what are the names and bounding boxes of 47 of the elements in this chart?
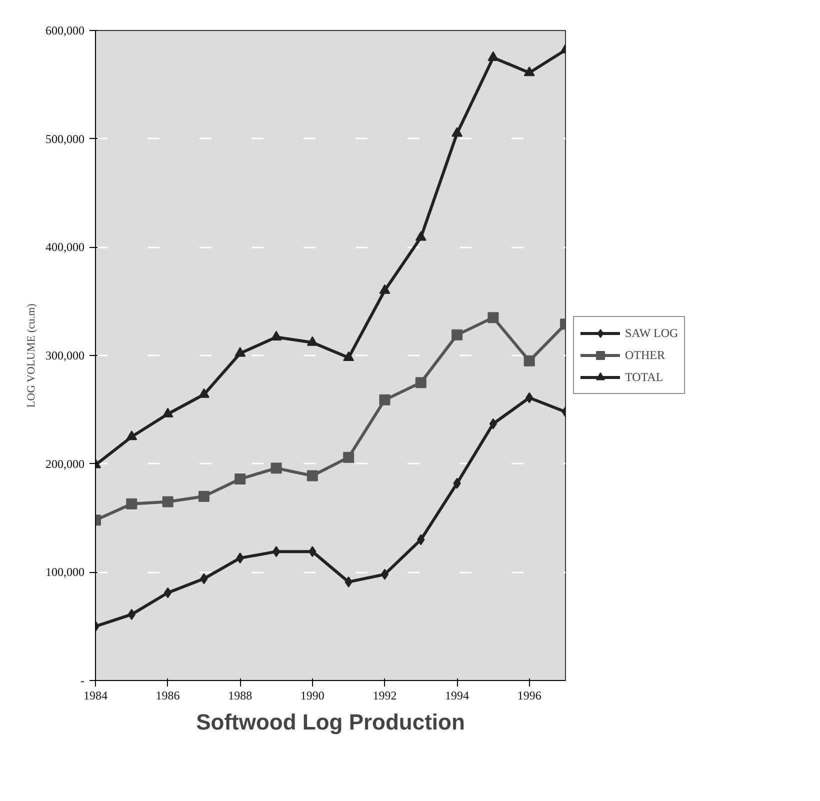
x-tick-label: 1984 xyxy=(84,688,108,702)
point xyxy=(162,408,174,418)
point xyxy=(380,568,389,580)
x-tick-label: 1990 xyxy=(300,688,324,702)
point xyxy=(198,490,210,502)
y-tick-label: 300,000 xyxy=(46,348,84,362)
point xyxy=(164,587,172,598)
point xyxy=(162,496,174,508)
point xyxy=(234,347,246,357)
x-tick-label: 1994 xyxy=(445,688,470,702)
point xyxy=(489,418,498,430)
x-tick-label: 1992 xyxy=(372,688,397,702)
point xyxy=(198,388,210,398)
y-tick-label: 600,000 xyxy=(46,24,84,38)
legend-label: TOTAL xyxy=(625,370,664,384)
x-tick-label: 1986 xyxy=(156,688,180,702)
point xyxy=(306,470,318,482)
y-tick-label: 400,000 xyxy=(46,240,84,254)
point xyxy=(524,355,535,366)
point xyxy=(343,351,354,362)
point xyxy=(234,474,246,484)
point xyxy=(270,330,282,340)
point xyxy=(488,312,499,324)
point xyxy=(270,462,282,474)
point xyxy=(272,546,280,558)
y-axis-title: LOG VOLUME (cu.m) xyxy=(26,303,38,408)
x-tick-label: 1996 xyxy=(517,688,542,702)
point xyxy=(379,284,390,294)
point xyxy=(488,51,499,61)
point xyxy=(379,394,390,406)
point xyxy=(452,127,463,137)
y-tick-label: 500,000 xyxy=(46,132,84,146)
point xyxy=(415,377,426,388)
x-tick-label: 1988 xyxy=(228,688,252,702)
legend-label: OTHER xyxy=(625,348,665,362)
point xyxy=(126,430,138,440)
y-tick-label: 200,000 xyxy=(46,456,84,471)
point xyxy=(343,452,354,463)
point xyxy=(415,231,426,241)
legend-label: SAW LOG xyxy=(625,326,678,340)
y-tick-label: - xyxy=(80,674,85,688)
y-tick-label: 100,000 xyxy=(46,565,84,580)
point xyxy=(452,329,463,340)
point xyxy=(126,498,138,510)
point xyxy=(524,66,535,76)
text: Softwood Log Production xyxy=(196,710,465,734)
point xyxy=(306,336,318,346)
